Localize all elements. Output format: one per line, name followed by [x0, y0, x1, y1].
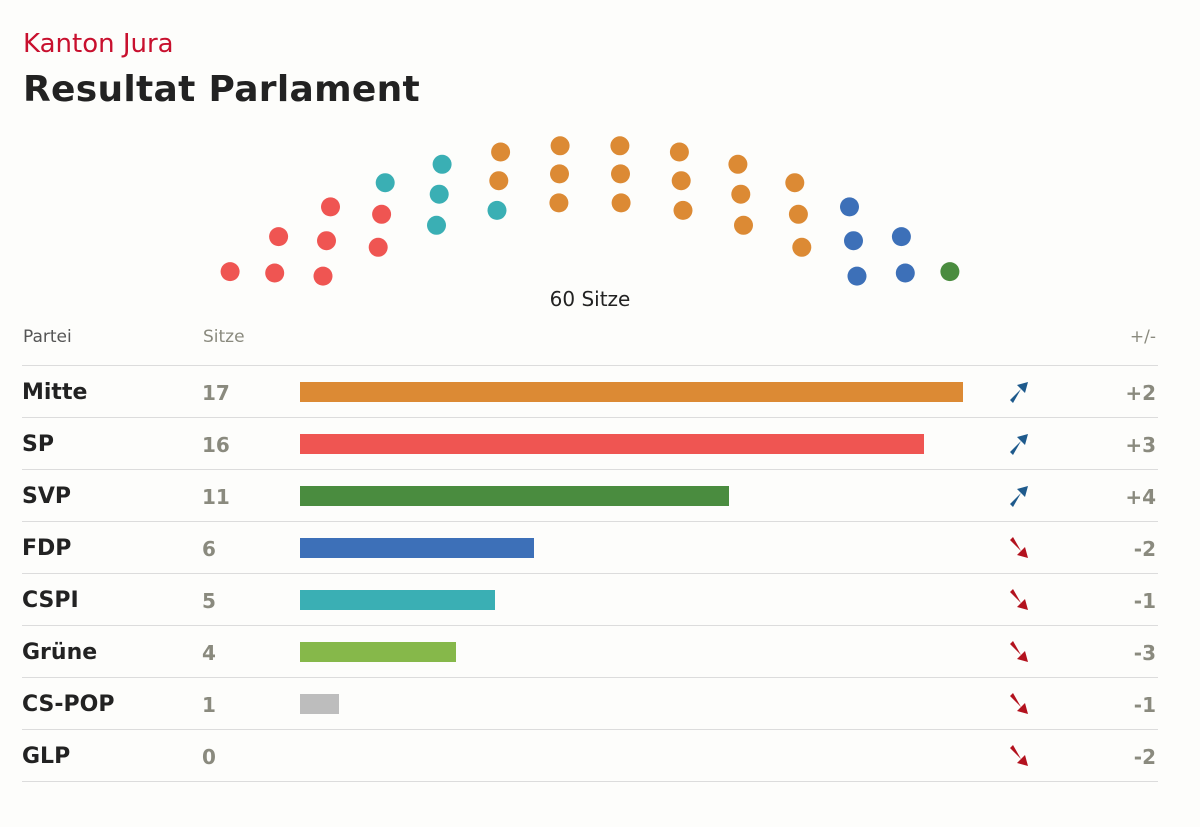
seat-dot: [269, 227, 289, 247]
seat-dot: [427, 215, 446, 235]
seat-bar: [300, 486, 729, 506]
seat-dot: [491, 142, 511, 162]
seat-dot: [611, 164, 630, 184]
seat-dot: [844, 231, 863, 251]
table-row: GLP 0 -2: [22, 730, 1158, 782]
seat-dot: [728, 154, 748, 174]
seat-dot: [432, 154, 452, 174]
seat-count: 5: [202, 589, 216, 613]
seat-bar: [300, 694, 339, 714]
column-header-change: +/-: [1129, 327, 1156, 347]
seat-change: +2: [1125, 381, 1156, 405]
seat-dot: [487, 200, 507, 220]
seat-bar: [300, 382, 963, 402]
table-row: SVP 11 +4: [22, 470, 1158, 522]
seat-dot: [313, 266, 333, 286]
seat-dot: [671, 171, 691, 191]
seat-dot: [549, 193, 569, 213]
seat-count: 16: [202, 433, 230, 457]
seat-dot: [847, 266, 867, 286]
seat-dot: [368, 237, 388, 257]
column-header-party: Partei: [23, 327, 72, 347]
party-name: CSPI: [22, 588, 79, 613]
table-row: Mitte 17 +2: [22, 366, 1158, 418]
seat-change: +4: [1125, 485, 1156, 509]
seat-count: 17: [202, 381, 230, 405]
seat-bar: [300, 434, 924, 454]
results-table: Mitte 17 +2 SP 16 +3 SVP 11 +4 FDP 6 -2 CSPI 5 -1 Grüne…: [22, 365, 1158, 782]
seat-count: 0: [202, 745, 216, 769]
party-name: SVP: [22, 484, 71, 509]
total-seats-label: 60 Sitze: [549, 287, 631, 311]
seat-bar: [300, 642, 456, 662]
table-row: Grüne 4 -3: [22, 626, 1158, 678]
arrow-down-right-icon: [1010, 641, 1028, 662]
seat-change: -1: [1133, 589, 1156, 613]
seat-dot: [673, 200, 693, 220]
seat-dot: [265, 263, 285, 283]
party-name: SP: [22, 432, 54, 457]
seat-change: -3: [1133, 641, 1156, 665]
seat-dot: [785, 173, 805, 193]
table-row: CSPI 5 -1: [22, 574, 1158, 626]
seat-dot: [940, 262, 960, 282]
seat-count: 4: [202, 641, 216, 665]
arrow-down-right-icon: [1010, 537, 1028, 558]
seat-bar: [300, 590, 495, 610]
seat-change: -2: [1133, 745, 1156, 769]
seat-dot: [840, 197, 859, 217]
table-row: SP 16 +3: [22, 418, 1158, 470]
arrow-up-right-icon: [1010, 382, 1028, 403]
seat-dot: [489, 171, 509, 191]
party-name: GLP: [22, 744, 71, 769]
seat-change: -1: [1133, 693, 1156, 717]
hemicycle-chart: [220, 136, 960, 286]
seat-dot: [895, 263, 915, 283]
seat-count: 1: [202, 693, 216, 717]
seat-dot: [891, 227, 911, 247]
arrow-down-right-icon: [1010, 693, 1028, 714]
arrow-down-right-icon: [1010, 745, 1028, 766]
seat-dot: [610, 136, 630, 156]
seat-change: -2: [1133, 537, 1156, 561]
seat-dot: [611, 193, 631, 213]
party-name: CS-POP: [22, 692, 115, 717]
seat-dot: [550, 164, 569, 184]
table-row: FDP 6 -2: [22, 522, 1158, 574]
seat-count: 11: [202, 485, 230, 509]
seat-dot: [321, 197, 340, 217]
party-name: Mitte: [22, 380, 88, 405]
seat-dot: [734, 215, 753, 235]
seat-dot: [375, 173, 395, 193]
seat-bar: [300, 538, 534, 558]
page-title: Resultat Parlament: [23, 69, 421, 110]
party-name: FDP: [22, 536, 72, 561]
seat-dot: [792, 237, 812, 257]
column-header-seats: Sitze: [203, 327, 245, 347]
seat-dot: [429, 184, 449, 204]
seat-dot: [372, 204, 392, 224]
arrow-up-right-icon: [1010, 486, 1028, 507]
arrow-down-right-icon: [1010, 589, 1028, 610]
arrow-up-right-icon: [1010, 434, 1028, 455]
party-name: Grüne: [22, 640, 98, 665]
seat-change: +3: [1125, 433, 1156, 457]
subtitle: Kanton Jura: [23, 29, 174, 59]
seat-dot: [550, 136, 570, 156]
seat-dot: [317, 231, 336, 251]
seat-dot: [731, 184, 751, 204]
seat-dot: [788, 204, 808, 224]
seat-count: 6: [202, 537, 216, 561]
seat-dot: [220, 262, 240, 282]
table-row: CS-POP 1 -1: [22, 678, 1158, 730]
seat-dot: [669, 142, 689, 162]
